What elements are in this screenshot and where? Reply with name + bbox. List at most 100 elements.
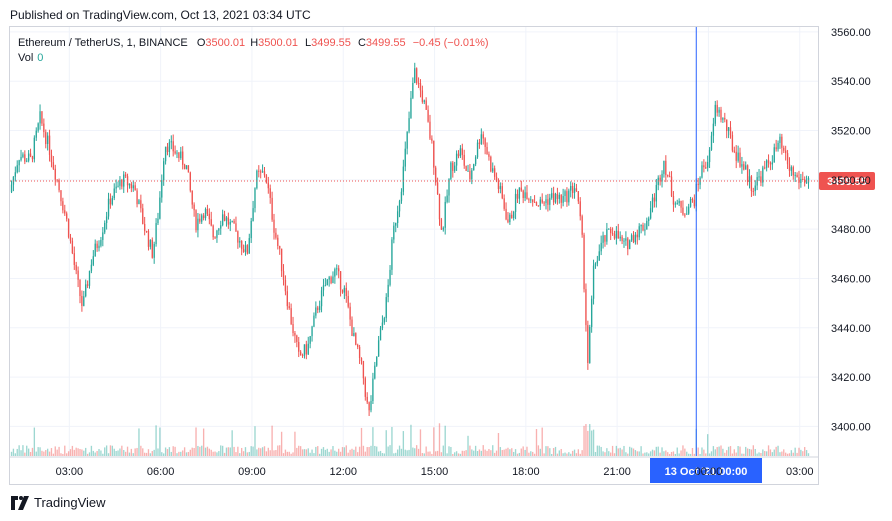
volume-bar bbox=[400, 448, 403, 456]
volume-bar bbox=[805, 450, 808, 456]
candle-body bbox=[465, 165, 467, 171]
candle-body bbox=[701, 165, 703, 178]
candle-body bbox=[659, 177, 661, 182]
candle-body bbox=[313, 315, 315, 327]
candle-body bbox=[143, 223, 146, 231]
candle-body bbox=[370, 401, 372, 411]
volume-bar bbox=[284, 449, 287, 456]
candle-body bbox=[760, 176, 762, 183]
candle-body bbox=[653, 197, 656, 202]
candle-body bbox=[436, 182, 439, 195]
volume-bar bbox=[374, 445, 376, 456]
candle-body bbox=[417, 82, 420, 84]
volume-bar bbox=[807, 453, 810, 456]
volume-bar bbox=[552, 448, 555, 456]
chart-frame[interactable] bbox=[9, 26, 819, 485]
candle-body bbox=[246, 245, 249, 254]
candle-body bbox=[480, 134, 483, 144]
candle-body bbox=[326, 279, 328, 286]
volume-bar bbox=[320, 448, 323, 456]
volume-bar bbox=[381, 453, 384, 456]
volume-bar bbox=[351, 448, 353, 456]
candle-body bbox=[667, 175, 669, 177]
candle-body bbox=[541, 199, 543, 203]
volume-bar bbox=[153, 449, 155, 456]
volume-bar bbox=[77, 448, 79, 456]
volume-bar bbox=[126, 446, 129, 456]
volume-bar bbox=[261, 447, 264, 456]
candle-body bbox=[330, 277, 332, 284]
volume-bar bbox=[779, 452, 781, 456]
price-tick-label: 3400.00 bbox=[831, 421, 871, 433]
candle-body bbox=[27, 153, 30, 161]
volume-bar bbox=[674, 453, 677, 456]
volume-bar bbox=[516, 453, 519, 456]
candle-body bbox=[412, 82, 414, 98]
candle-body bbox=[495, 176, 498, 182]
volume-bar bbox=[345, 445, 347, 456]
volume-bar bbox=[691, 447, 694, 456]
volume-bar bbox=[585, 424, 587, 456]
candle-body bbox=[533, 201, 536, 203]
volume-bar bbox=[161, 452, 163, 456]
high-label: H bbox=[250, 37, 259, 49]
candle-body bbox=[505, 208, 507, 220]
candle-body bbox=[45, 132, 47, 145]
volume-bar bbox=[338, 448, 340, 456]
candle-body bbox=[138, 200, 140, 205]
volume-bar bbox=[273, 450, 275, 456]
candle-body bbox=[617, 230, 619, 239]
volume-bar bbox=[442, 445, 444, 456]
volume-bar bbox=[387, 446, 389, 456]
candle-body bbox=[318, 306, 321, 311]
candle-body bbox=[159, 197, 161, 219]
candle-body bbox=[104, 222, 106, 233]
candle-body bbox=[307, 343, 309, 355]
volume-bar bbox=[20, 450, 22, 456]
volume-bar bbox=[107, 453, 110, 456]
volume-bar bbox=[115, 450, 117, 456]
candle-body bbox=[792, 167, 794, 176]
volume-bar bbox=[518, 452, 521, 456]
candle-body bbox=[153, 244, 155, 258]
candle-body bbox=[748, 176, 751, 182]
candle-body bbox=[102, 232, 104, 240]
candle-body bbox=[629, 240, 631, 250]
volume-bar bbox=[412, 447, 414, 456]
volume-bar bbox=[180, 451, 182, 456]
volume-bar bbox=[172, 446, 174, 456]
volume-bar bbox=[201, 445, 203, 456]
candle-body bbox=[571, 185, 574, 193]
volume-bar bbox=[640, 446, 642, 456]
volume-bar bbox=[189, 449, 191, 456]
volume-bar bbox=[705, 453, 707, 456]
volume-bar bbox=[687, 453, 690, 456]
candle-body bbox=[385, 297, 387, 319]
volume-bar bbox=[741, 453, 743, 456]
volume-bar bbox=[328, 451, 330, 456]
candle-body bbox=[547, 199, 549, 205]
volume-bar bbox=[767, 445, 770, 456]
volume-bar bbox=[629, 446, 631, 456]
volume-bar bbox=[178, 451, 180, 456]
volume-bar bbox=[299, 446, 302, 456]
price-tick-label: 3460.00 bbox=[831, 273, 871, 285]
volume-bar bbox=[368, 447, 370, 456]
volume-bar bbox=[429, 451, 431, 456]
candle-body bbox=[455, 153, 458, 166]
volume-bar bbox=[113, 448, 115, 456]
volume-bar bbox=[455, 451, 458, 456]
candle-body bbox=[353, 333, 355, 336]
volume-bar bbox=[366, 447, 368, 456]
volume-bar bbox=[735, 452, 737, 456]
volume-bar bbox=[67, 451, 70, 456]
volume-bar bbox=[86, 453, 89, 456]
volume-bar bbox=[644, 452, 646, 456]
volume-bar bbox=[123, 450, 125, 456]
candle-body bbox=[132, 185, 134, 189]
candle-body bbox=[602, 235, 604, 243]
candle-body bbox=[149, 239, 152, 247]
volume-bar bbox=[511, 448, 513, 456]
tradingview-footer[interactable]: TradingView bbox=[10, 495, 106, 510]
